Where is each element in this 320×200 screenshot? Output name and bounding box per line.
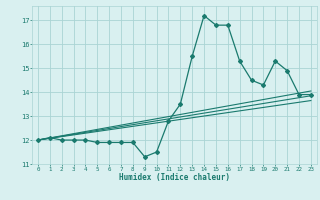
- X-axis label: Humidex (Indice chaleur): Humidex (Indice chaleur): [119, 173, 230, 182]
